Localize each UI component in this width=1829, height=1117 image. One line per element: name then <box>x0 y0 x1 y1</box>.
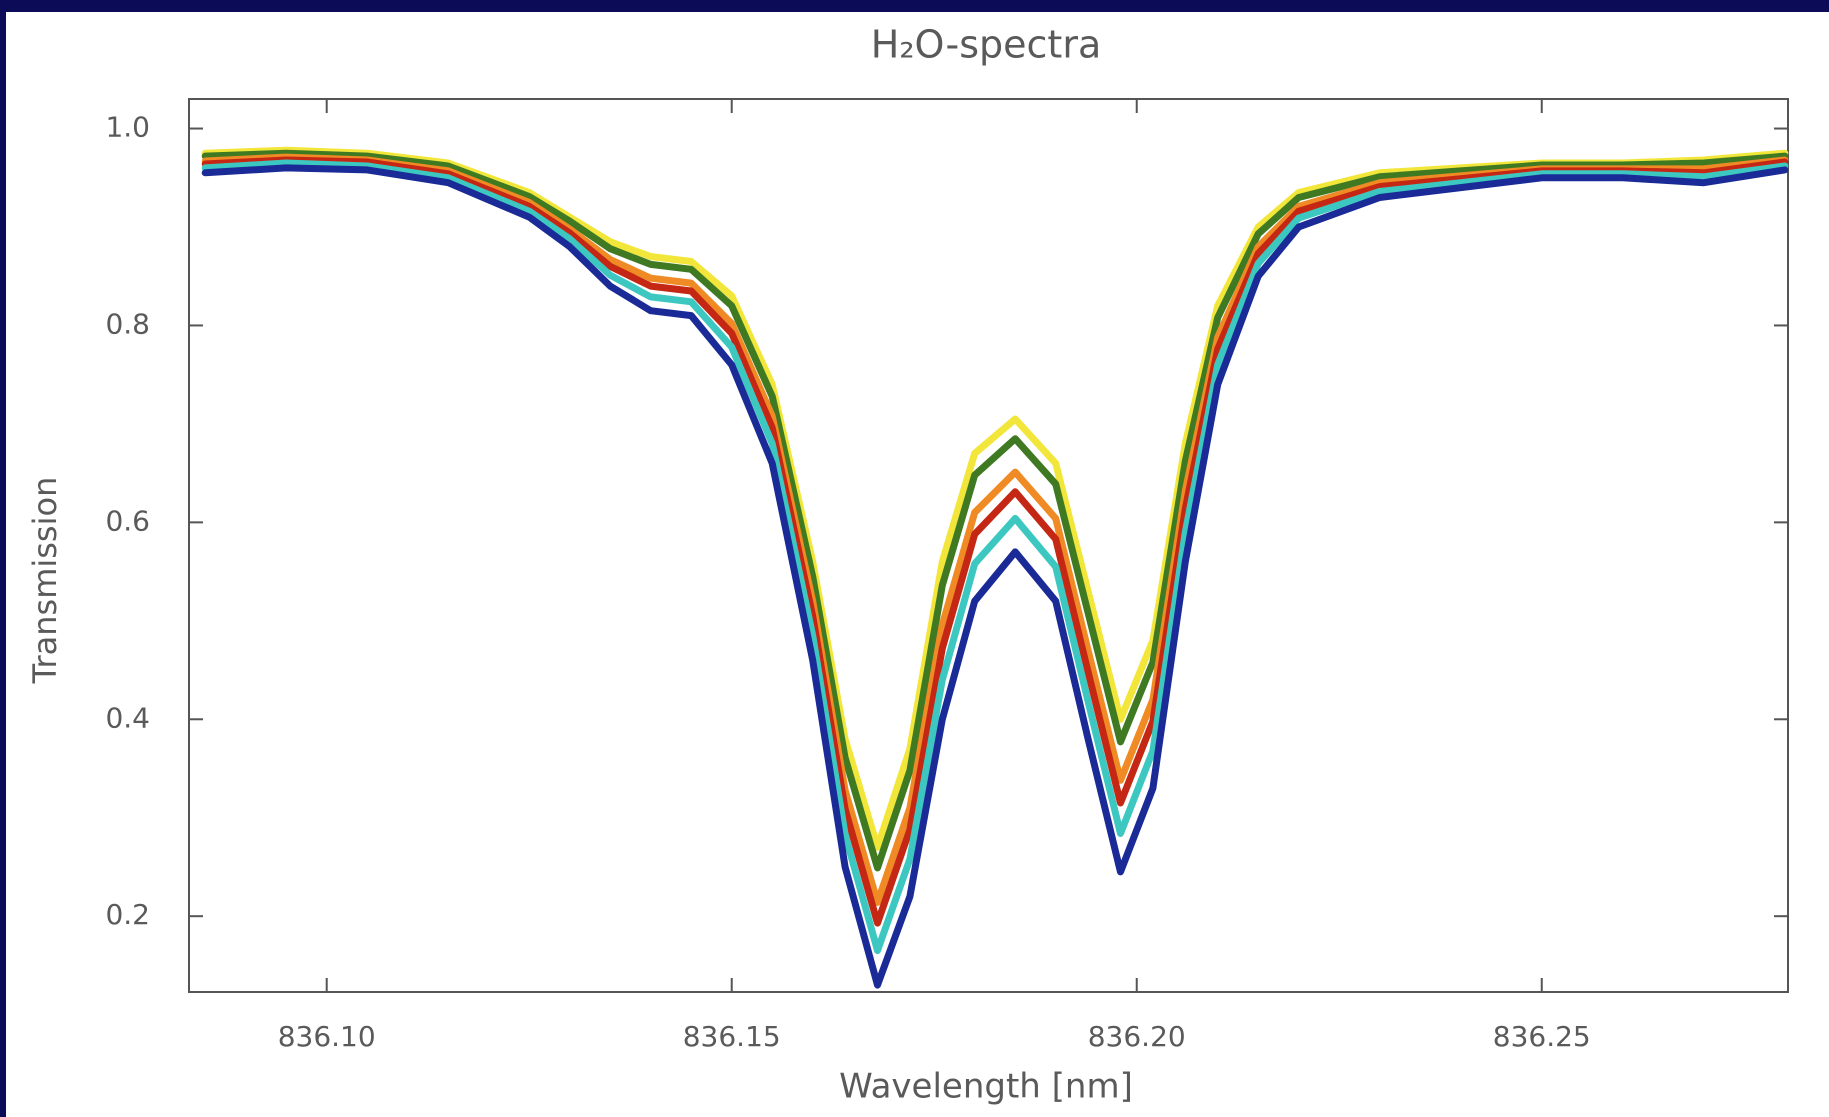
x-tick-label: 836.10 <box>278 1020 376 1053</box>
x-tick-label: 836.25 <box>1493 1020 1591 1053</box>
chart-background <box>6 12 1829 1117</box>
spectrum-line <box>201 149 1789 872</box>
x-tick-label: 836.20 <box>1088 1020 1186 1053</box>
y-axis-label: Transmission <box>26 477 64 685</box>
x-tick-label: 836.15 <box>683 1020 781 1053</box>
x-axis-label: Wavelength [nm] <box>839 1067 1133 1107</box>
y-tick-label: 0.2 <box>105 898 150 931</box>
y-tick-label: 1.0 <box>105 111 150 144</box>
plot-frame <box>188 98 1789 993</box>
spectrum-line <box>201 159 1789 955</box>
y-tick-label: 0.4 <box>105 701 150 734</box>
y-tick-label: 0.8 <box>105 307 150 340</box>
y-tick-label: 0.6 <box>105 504 150 537</box>
spectrum-line <box>201 146 1789 851</box>
chart-title: H₂O-spectra <box>871 23 1102 67</box>
spectrum-line <box>201 156 1789 927</box>
spectrum-line <box>201 164 1789 989</box>
